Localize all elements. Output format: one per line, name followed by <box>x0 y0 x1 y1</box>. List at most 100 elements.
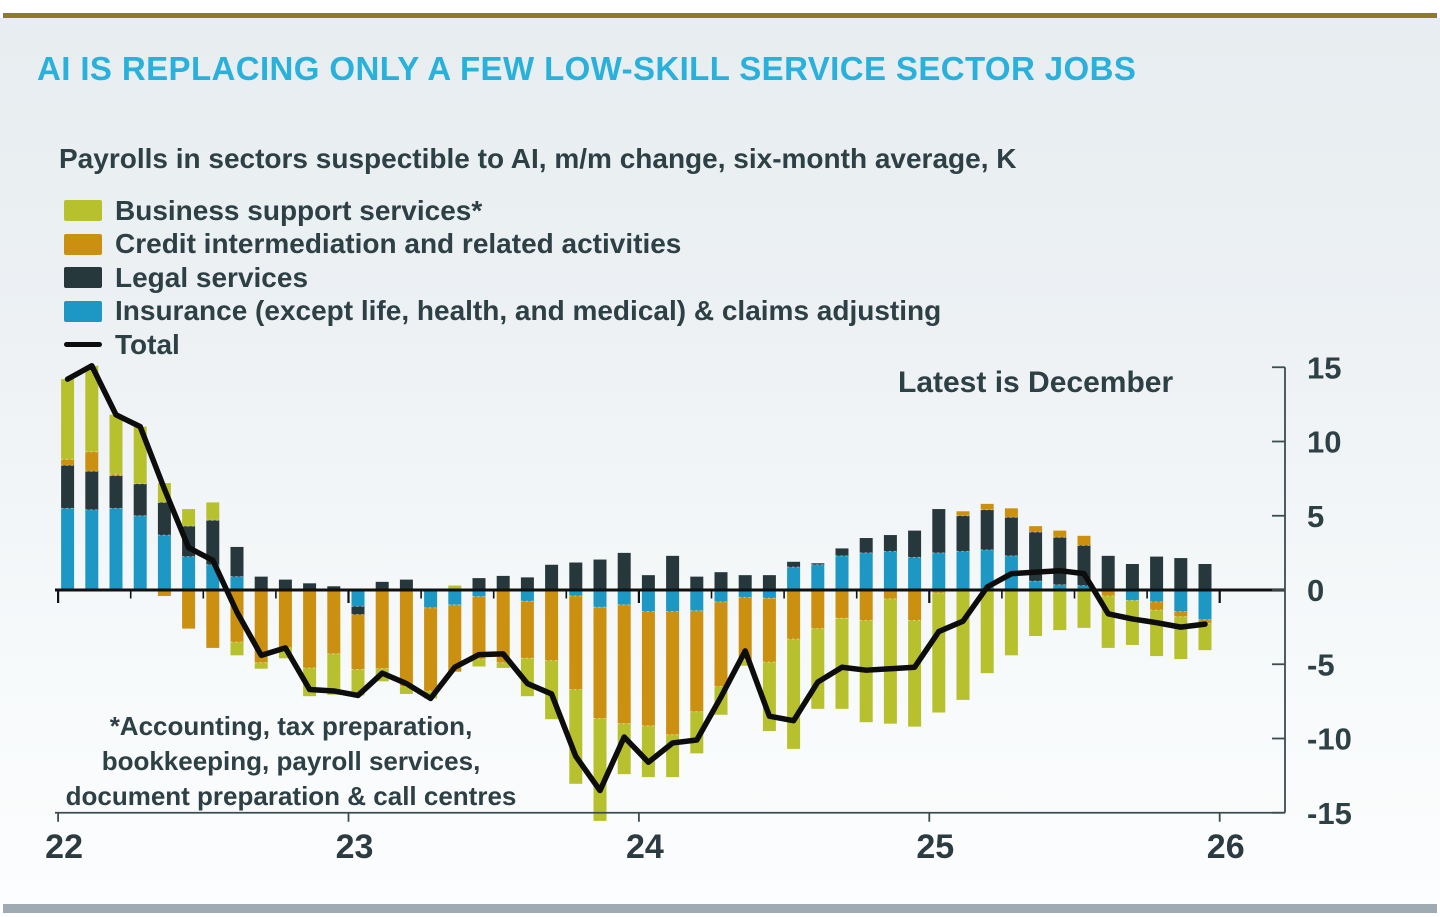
bar-segment-legal <box>835 548 849 556</box>
bar-segment-legal <box>593 559 607 590</box>
bar-segment-legal <box>617 552 631 590</box>
x-axis-label: 23 <box>336 828 374 866</box>
bar-segment-insurance <box>956 551 970 590</box>
bar-segment-insurance <box>738 590 752 598</box>
bar-segment-credit <box>859 590 873 621</box>
bar-segment-legal <box>787 561 801 567</box>
x-axis-label: 22 <box>45 828 83 866</box>
chart-legend: Business support services* Credit interme… <box>64 194 941 362</box>
bar-segment-credit <box>157 590 171 596</box>
bar-segment-business <box>1125 600 1139 645</box>
bar-segment-business <box>593 718 607 821</box>
bar-segment-insurance <box>569 590 583 596</box>
bar-segment-business <box>956 590 970 700</box>
legend-swatch-business <box>64 200 102 222</box>
bar-segment-business <box>908 620 922 727</box>
bar-segment-business <box>109 414 123 475</box>
bar-segment-insurance <box>448 590 462 605</box>
top-border-rule <box>3 13 1437 18</box>
bar-segment-credit <box>835 590 849 619</box>
legend-label-business: Business support services* <box>115 194 483 226</box>
bar-segment-insurance <box>1150 590 1164 602</box>
legend-swatch-total-line <box>64 342 102 348</box>
legend-label-legal: Legal services <box>115 261 309 293</box>
bar-segment-insurance <box>157 535 171 590</box>
bar-segment-insurance <box>762 590 776 599</box>
legend-label-total: Total <box>115 328 180 360</box>
bar-segment-insurance <box>714 590 728 602</box>
bar-segment-legal <box>859 538 873 553</box>
bar-segment-credit <box>472 596 486 660</box>
bar-segment-legal <box>738 575 752 590</box>
bar-segment-insurance <box>351 590 365 607</box>
bar-segment-legal <box>545 564 559 590</box>
bar-segment-credit <box>303 590 317 668</box>
bar-segment-business <box>883 598 897 724</box>
bar-segment-credit <box>762 598 776 663</box>
bar-segment-business <box>835 618 849 709</box>
bar-segment-business <box>399 686 413 694</box>
bar-segment-insurance <box>593 590 607 608</box>
bar-segment-legal <box>666 555 680 590</box>
bar-segment-legal <box>399 579 413 590</box>
bar-segment-legal <box>908 530 922 558</box>
bar-segment-insurance <box>617 590 631 605</box>
bar-segment-legal <box>690 576 704 590</box>
bar-segment-credit <box>883 590 897 599</box>
bar-segment-credit <box>424 607 438 691</box>
bar-segment-credit <box>1174 611 1188 617</box>
legend-item-insurance: Insurance (except life, health, and medi… <box>64 295 941 329</box>
bar-segment-legal <box>303 583 317 590</box>
footnote-line: bookkeeping, payroll services, <box>101 746 481 776</box>
bar-segment-business <box>206 502 220 521</box>
latest-annotation: Latest is December <box>898 366 1174 399</box>
bar-segment-insurance <box>980 549 994 590</box>
bar-segment-business <box>932 592 946 713</box>
bar-segment-credit <box>85 451 99 472</box>
y-axis-label: -5 <box>1307 647 1335 682</box>
bar-segment-legal <box>327 586 341 590</box>
bar-segment-legal <box>351 606 365 615</box>
legend-label-credit: Credit intermediation and related activi… <box>115 228 682 260</box>
bar-segment-credit <box>545 590 559 661</box>
legend-item-legal: Legal services <box>64 261 941 295</box>
chart-footnote: *Accounting, tax preparation, bookkeeping… <box>60 709 522 814</box>
bar-segment-business <box>1053 590 1067 631</box>
bar-segment-legal <box>762 575 776 590</box>
bar-segment-insurance <box>811 564 825 590</box>
bar-segment-legal <box>85 471 99 510</box>
bar-segment-legal <box>520 577 534 590</box>
bar-segment-credit <box>1053 530 1067 538</box>
bar-segment-credit <box>1101 590 1115 596</box>
bar-segment-credit <box>520 601 534 659</box>
page-background <box>0 18 1440 904</box>
legend-item-business: Business support services* <box>64 194 941 228</box>
y-axis-label: 5 <box>1307 499 1324 534</box>
bar-segment-credit <box>980 503 994 510</box>
legend-swatch-credit <box>64 233 102 255</box>
y-axis-label: -15 <box>1307 796 1352 831</box>
bar-segment-insurance <box>641 590 655 612</box>
bar-segment-legal <box>375 581 389 590</box>
footnote-line: document preparation & call centres <box>65 781 517 811</box>
bar-segment-business <box>1004 590 1018 656</box>
bar-segment-business <box>811 628 825 709</box>
bar-segment-legal <box>811 563 825 565</box>
bar-segment-business <box>641 725 655 778</box>
footnote-line: *Accounting, tax preparation, <box>109 711 473 741</box>
bar-segment-credit <box>1004 508 1018 518</box>
bar-segment-insurance <box>133 515 147 590</box>
bar-segment-business <box>1174 616 1188 660</box>
x-axis-label: 24 <box>626 828 664 866</box>
page-title: AI IS REPLACING ONLY A FEW LOW-SKILL SER… <box>37 50 1137 87</box>
x-axis-label: 26 <box>1207 828 1245 866</box>
bar-segment-legal <box>714 572 728 590</box>
bar-segment-legal <box>206 520 220 565</box>
bar-segment-business <box>182 509 196 527</box>
bar-segment-insurance <box>230 576 244 590</box>
bar-segment-insurance <box>1053 584 1067 590</box>
bar-segment-business <box>327 653 341 695</box>
bar-segment-insurance <box>109 508 123 590</box>
